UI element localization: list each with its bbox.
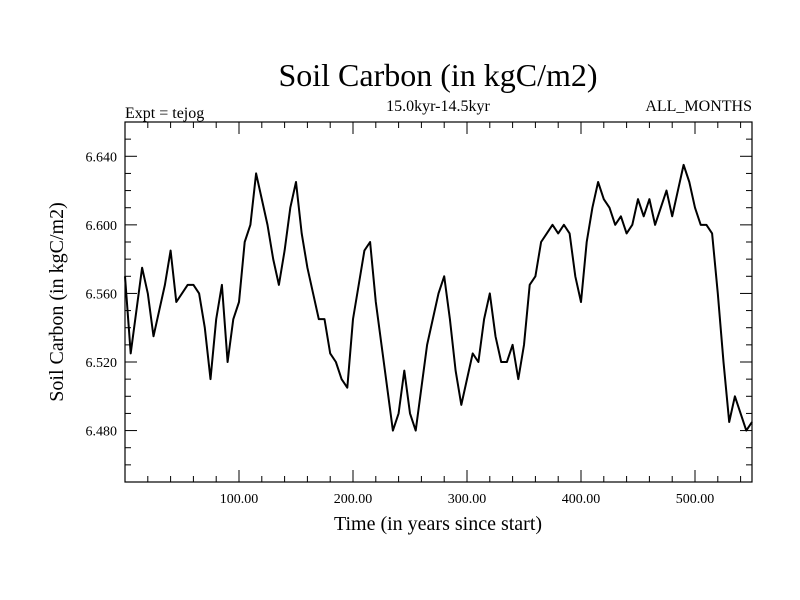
y-tick-label: 6.480 [86,425,118,440]
x-tick-label: 200.00 [334,492,373,507]
series-line [124,163,753,432]
series-layer [124,163,753,432]
x-axis-label: Time (in years since start) [334,513,542,535]
x-tick-label: 100.00 [220,492,259,507]
experiment-label: Expt = tejog [125,105,204,122]
chart-title: Soil Carbon (in kgC/m2) [278,57,597,93]
y-tick-label: 6.600 [86,219,118,234]
chart-subtitle: 15.0kyr-14.5kyr [386,98,490,115]
y-tick-label: 6.520 [86,356,118,371]
y-tick-label: 6.560 [86,287,118,302]
plot-frame [124,121,753,483]
axis-tick-labels: 100.00 200.00 300.00 400.00 500.00 6.480 6.520… [86,150,715,507]
x-tick-label: 500.00 [676,492,715,507]
x-tick-label: 300.00 [448,492,487,507]
y-tick-label: 6.640 [86,150,118,165]
x-tick-label: 400.00 [562,492,601,507]
axis-ticks [125,122,752,482]
months-label: ALL_MONTHS [645,98,752,115]
y-axis-label: Soil Carbon (in kgC/m2) [46,202,68,401]
